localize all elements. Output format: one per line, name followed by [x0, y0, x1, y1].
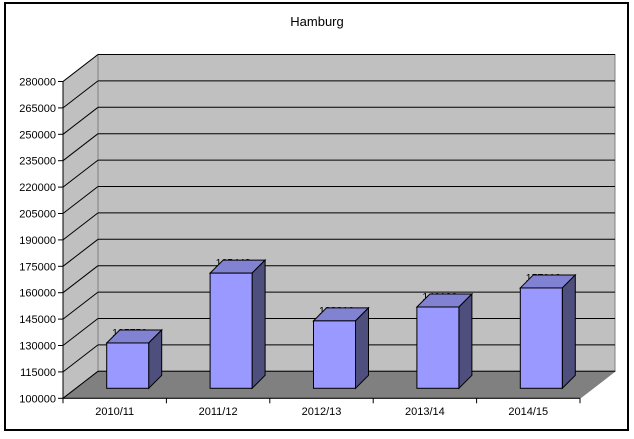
gridline-diagonal — [62, 238, 99, 267]
x-axis-label: 2014/15 — [508, 406, 548, 418]
bar — [519, 287, 563, 389]
gridline-diagonal — [62, 318, 99, 346]
gridline-diagonal — [62, 265, 99, 294]
gridline-diagonal — [62, 344, 99, 373]
plot-area: 100000 115000 130000 145000 160000 175000 1900… — [19, 53, 617, 418]
gridline-diagonal — [62, 80, 99, 109]
y-axis-label: 220000 — [19, 182, 56, 194]
y-axis-label: 115000 — [20, 367, 56, 379]
y-axis-label: 205000 — [19, 209, 56, 221]
y-axis-label: 175000 — [19, 261, 56, 273]
y-axis-label: 145000 — [19, 314, 56, 326]
gridline-diagonal — [62, 212, 99, 241]
bar — [313, 320, 356, 389]
gridline-diagonal — [62, 370, 99, 399]
y-axis-label: 130000 — [19, 341, 56, 353]
y-axis-label: 250000 — [19, 129, 56, 141]
chart-title: Hamburg — [290, 14, 343, 29]
x-axis-label: 2011/12 — [199, 406, 238, 418]
gridline-diagonal — [62, 133, 99, 162]
bar — [106, 342, 150, 389]
bar-side-face — [561, 273, 576, 390]
x-axis-label: 2013/14 — [405, 406, 445, 418]
y-axis-label: 280000 — [19, 77, 56, 89]
y-axis-label: 190000 — [19, 235, 56, 247]
y-axis-label: 100000 — [19, 393, 56, 405]
y-axis-label: 265000 — [19, 103, 56, 115]
bar — [209, 272, 253, 389]
gridline-diagonal — [62, 291, 99, 320]
x-axis-label: 2012/13 — [302, 406, 342, 418]
gridline-diagonal — [62, 54, 99, 82]
gridline-diagonal — [62, 106, 99, 135]
gridline-diagonal — [62, 159, 99, 188]
gridline-diagonal — [62, 186, 99, 214]
bar-side-face — [355, 306, 369, 390]
y-axis-label: 160000 — [19, 288, 56, 300]
bar — [416, 306, 460, 389]
bar-side-face — [458, 292, 473, 390]
x-axis-label: 2010/11 — [95, 406, 134, 418]
bar-side-face — [251, 258, 266, 390]
y-axis-label: 235000 — [19, 156, 56, 168]
